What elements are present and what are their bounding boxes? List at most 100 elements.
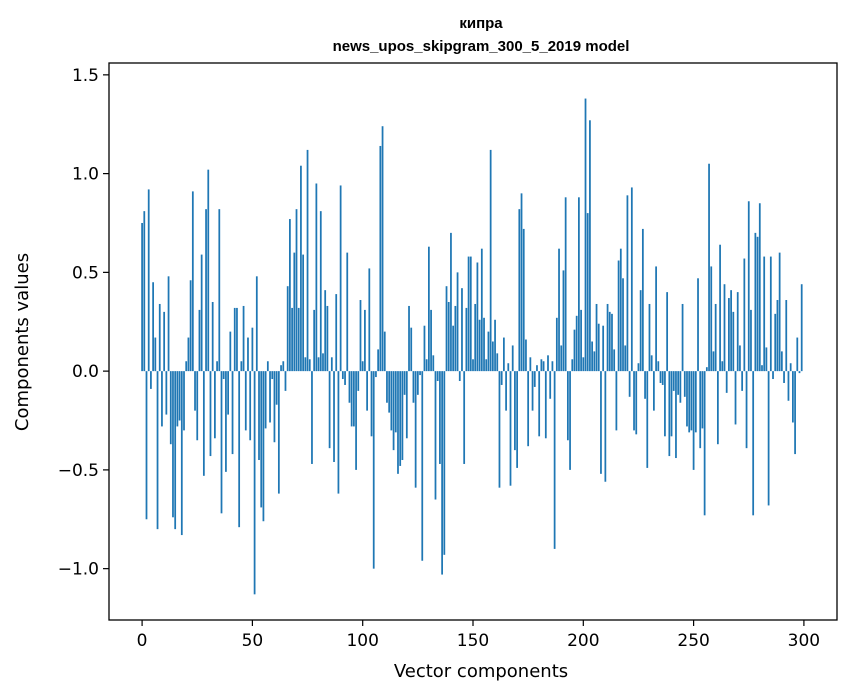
bar (425, 359, 428, 372)
bar (719, 244, 721, 372)
bar (664, 371, 666, 437)
bar (767, 371, 770, 506)
bar (141, 222, 143, 372)
bar (626, 195, 629, 372)
bar (253, 371, 256, 595)
bar (516, 371, 518, 468)
bar (677, 371, 680, 395)
bar (527, 371, 530, 447)
bar (322, 353, 324, 372)
x-axis-label: Vector components (394, 661, 568, 682)
bar (683, 371, 686, 397)
bar (421, 371, 424, 561)
bar (785, 300, 788, 372)
bar (555, 317, 558, 372)
bar (794, 371, 796, 455)
bar (789, 363, 792, 372)
bar (289, 219, 291, 372)
bar (412, 371, 415, 403)
bar (379, 145, 382, 372)
bar (416, 371, 419, 395)
bar (255, 276, 258, 372)
bar (361, 361, 364, 372)
bar (300, 165, 302, 372)
bar (410, 327, 413, 372)
bar (251, 327, 254, 372)
bar (772, 371, 774, 380)
bar (681, 303, 684, 372)
bar (763, 256, 766, 372)
bar (158, 303, 161, 372)
bar (761, 365, 763, 372)
bar (710, 266, 713, 372)
bar (324, 290, 327, 372)
bar (686, 371, 688, 427)
bar (240, 361, 243, 372)
bar (754, 232, 757, 372)
bar (639, 290, 642, 372)
bar (641, 228, 644, 372)
y-tick-label: −0.5 (58, 461, 99, 481)
bar (752, 371, 755, 516)
bar (650, 355, 653, 372)
bar (472, 359, 474, 372)
bar (514, 371, 516, 451)
bar (619, 248, 622, 372)
bar (330, 357, 333, 372)
bar (381, 126, 384, 372)
bar (617, 260, 620, 372)
bar (397, 371, 399, 474)
bar (714, 303, 717, 372)
bar (509, 371, 512, 486)
bar (456, 272, 459, 372)
bar (388, 371, 391, 413)
bar (156, 371, 159, 530)
bar (655, 266, 657, 372)
bar (571, 359, 574, 372)
bar (399, 371, 402, 466)
bar (675, 371, 677, 459)
bar (341, 371, 344, 380)
bar (597, 323, 600, 372)
bar (271, 371, 274, 380)
bar (573, 329, 576, 372)
bar (644, 371, 646, 399)
bar (273, 371, 276, 443)
bar (564, 197, 567, 372)
bar (608, 311, 611, 372)
bar (167, 276, 170, 372)
bar (187, 337, 190, 372)
y-tick-label: 0.0 (72, 362, 99, 382)
bar (494, 319, 496, 372)
bar (284, 371, 287, 391)
bar (205, 209, 207, 372)
bar (511, 345, 514, 372)
bar (143, 211, 146, 372)
bar (244, 371, 247, 431)
bar (368, 268, 371, 372)
bar (227, 371, 229, 415)
bar (344, 371, 346, 385)
bar (624, 345, 627, 372)
bar (701, 371, 704, 429)
bar (403, 371, 406, 395)
bar (787, 371, 790, 401)
bar (377, 349, 380, 372)
bar (518, 209, 521, 372)
bar (792, 371, 794, 423)
bar (200, 254, 203, 372)
bar (302, 254, 305, 372)
bar (202, 371, 205, 476)
bar (326, 305, 329, 372)
bar (222, 371, 225, 380)
bar (408, 305, 410, 372)
bar (703, 371, 706, 516)
bar (465, 307, 468, 372)
bar (578, 197, 580, 372)
bar (428, 246, 430, 372)
bar (220, 371, 223, 514)
bar (741, 371, 744, 391)
bar (659, 371, 662, 383)
bar (277, 371, 280, 494)
bar (732, 311, 735, 372)
